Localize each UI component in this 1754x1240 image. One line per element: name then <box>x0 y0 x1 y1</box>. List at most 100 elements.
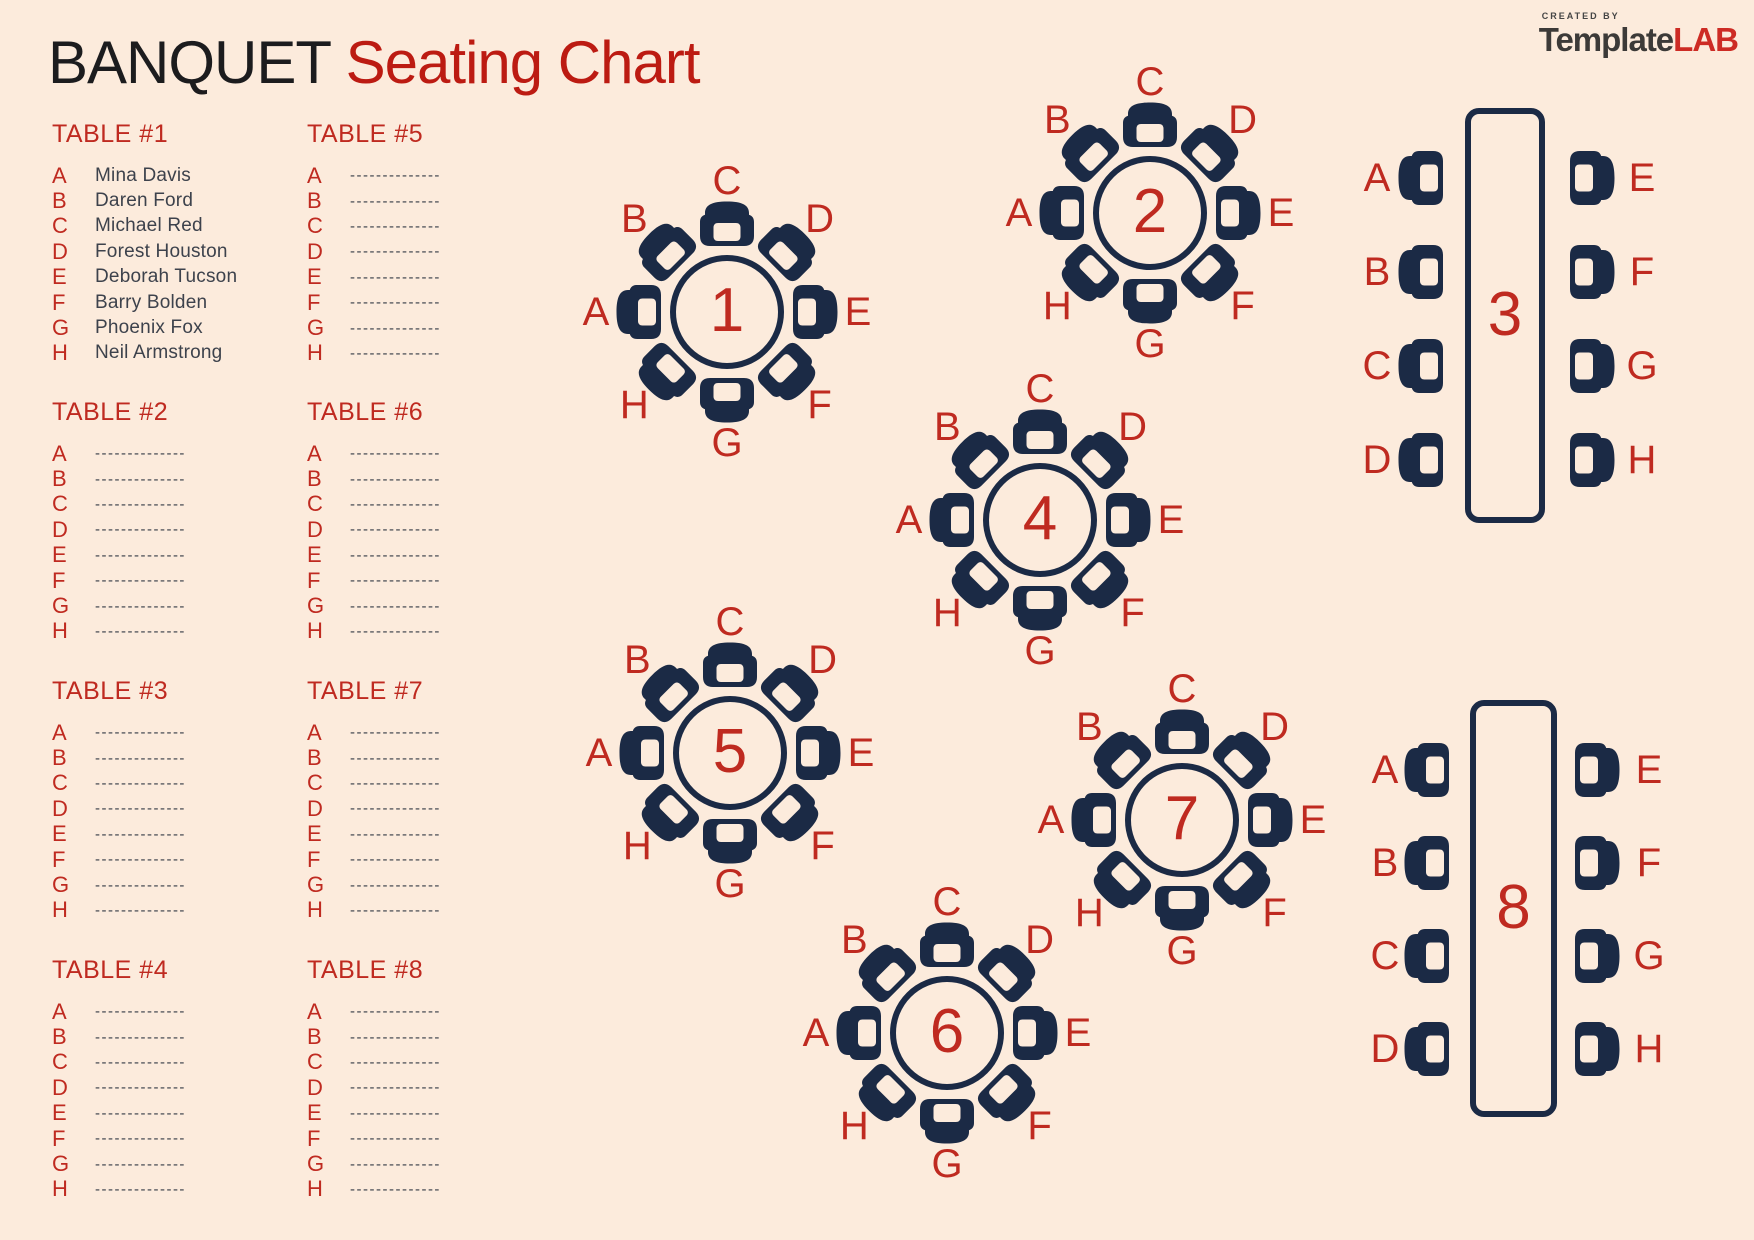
chair-icon <box>1398 339 1443 393</box>
chair-icon <box>1123 279 1177 324</box>
seat-label: C <box>715 600 745 644</box>
seat-label: D <box>1370 1027 1400 1071</box>
seat-row: E -------------- <box>52 1100 302 1126</box>
seat-label: H <box>1074 890 1104 935</box>
seat-row: E -------------- <box>52 542 302 568</box>
seat-letter: A <box>307 998 322 1024</box>
seat-letter: G <box>52 593 70 619</box>
table-list-3: TABLE #3 A -------------- B -------------- C -… <box>52 678 302 923</box>
seat-label: H <box>619 382 649 427</box>
chair-icon <box>616 285 661 339</box>
seat-row: D -------------- <box>307 239 557 264</box>
seat-label: D <box>1362 438 1392 482</box>
table-list-title: TABLE #7 <box>307 677 424 705</box>
seat-row: G Phoenix Fox <box>52 315 302 340</box>
empty-seat-line: -------------- <box>350 851 441 869</box>
seat-row: A -------------- <box>52 999 302 1024</box>
chair-icon <box>1398 433 1443 487</box>
empty-seat-line: -------------- <box>95 546 186 564</box>
chair-icon <box>920 922 974 967</box>
seat-row: B -------------- <box>52 745 302 770</box>
table-list-title: TABLE #4 <box>52 956 169 984</box>
seat-row: B -------------- <box>307 466 557 491</box>
empty-seat-line: -------------- <box>95 851 186 869</box>
seat-row: C -------------- <box>307 1049 557 1075</box>
seat-letter: C <box>307 1049 323 1075</box>
empty-seat-line: -------------- <box>95 1028 186 1046</box>
seat-row: F -------------- <box>307 847 557 872</box>
guest-name: Phoenix Fox <box>95 317 203 339</box>
seat-label: E <box>844 290 872 334</box>
seat-label: H <box>1634 1027 1664 1071</box>
table-number: 8 <box>1496 872 1531 942</box>
seat-label: D <box>1025 918 1055 963</box>
chair-icon <box>1106 493 1151 547</box>
chair-icon <box>1575 743 1620 797</box>
seat-label: H <box>1042 283 1072 328</box>
seat-label: B <box>934 405 961 450</box>
seat-letter: F <box>307 846 321 872</box>
chair-icon <box>796 726 841 780</box>
logo-brand-lab: LAB <box>1673 21 1739 58</box>
seat-label: A <box>1363 156 1391 200</box>
seat-label: B <box>1363 250 1391 294</box>
seat-letter: C <box>307 491 323 517</box>
chair-icon <box>793 285 838 339</box>
seat-label: B <box>1076 705 1103 750</box>
empty-seat-line: -------------- <box>95 1130 186 1148</box>
seat-letter: E <box>52 542 67 568</box>
seat-row: D Forest Houston <box>52 239 302 264</box>
seat-letter: E <box>307 264 322 290</box>
table-number: 4 <box>1022 483 1058 553</box>
seat-label: C <box>1370 934 1400 978</box>
seat-row: H -------------- <box>307 340 557 366</box>
seat-label: H <box>932 590 962 635</box>
seat-label: F <box>807 382 832 427</box>
chair-icon <box>1155 709 1209 754</box>
seat-label: A <box>1005 191 1033 235</box>
chair-icon <box>1123 102 1177 147</box>
seat-row: H -------------- <box>52 897 302 923</box>
table-number: 5 <box>712 716 748 786</box>
round-table-7 <box>1125 763 1239 877</box>
table-list-title: TABLE #3 <box>52 677 169 705</box>
seat-row: B -------------- <box>307 1024 557 1049</box>
seat-row: D -------------- <box>52 1075 302 1100</box>
seat-letter: A <box>307 162 322 188</box>
empty-seat-line: -------------- <box>350 470 441 488</box>
empty-seat-line: -------------- <box>350 901 441 919</box>
table-number: 1 <box>709 275 745 345</box>
empty-seat-line: -------------- <box>95 495 186 513</box>
empty-seat-line: -------------- <box>95 597 186 615</box>
seat-letter: F <box>307 567 321 593</box>
guest-name: Forest Houston <box>95 240 228 262</box>
empty-seat-line: -------------- <box>95 825 186 843</box>
seat-letter: F <box>307 289 321 315</box>
seat-label: D <box>1118 405 1148 450</box>
table-list-title: TABLE #5 <box>307 120 424 148</box>
seat-letter: E <box>52 264 67 290</box>
round-table-6 <box>890 976 1004 1090</box>
seat-label: F <box>1262 890 1287 935</box>
seat-label: C <box>1025 367 1055 411</box>
seat-label: D <box>808 638 838 683</box>
empty-seat-line: -------------- <box>95 1053 186 1071</box>
chair-icon <box>1570 433 1615 487</box>
seat-row: A -------------- <box>307 999 557 1024</box>
empty-seat-line: -------------- <box>350 622 441 640</box>
seat-letter: H <box>52 340 68 366</box>
seat-label: A <box>1371 748 1399 792</box>
empty-seat-line: -------------- <box>350 1003 441 1021</box>
empty-seat-line: -------------- <box>350 1028 441 1046</box>
seat-row: E -------------- <box>307 264 557 290</box>
seat-letter: H <box>307 340 323 366</box>
round-table-2 <box>1093 156 1207 270</box>
guest-name: Michael Red <box>95 215 203 237</box>
seat-letter: H <box>52 618 68 644</box>
seat-letter: D <box>52 238 68 264</box>
rectangular-table-8 <box>1470 700 1557 1117</box>
seat-row: C Michael Red <box>52 213 302 239</box>
seat-label: C <box>1135 60 1165 104</box>
chair-icon <box>920 1099 974 1144</box>
chair-icon <box>1404 1022 1449 1076</box>
